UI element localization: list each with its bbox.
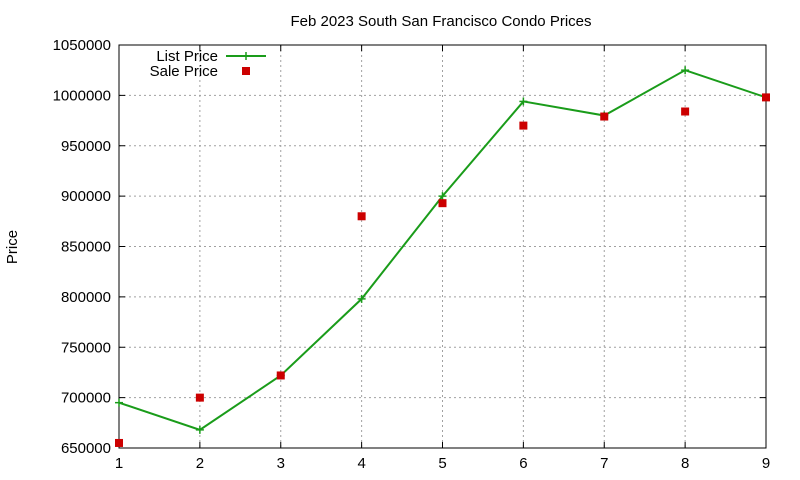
axes: 650000 700000 750000 800000 850000 900000 9500… [53, 37, 771, 472]
list-price-point [681, 66, 690, 75]
y-tick-label: 950000 [61, 138, 111, 155]
y-tick-label: 900000 [61, 188, 111, 205]
list-price-point [438, 192, 447, 201]
legend-label-list-price: List Price [156, 48, 218, 65]
y-tick-label: 1000000 [53, 87, 111, 104]
y-tick-label: 700000 [61, 390, 111, 407]
sale-price-point [762, 93, 770, 102]
x-tick-label: 4 [357, 455, 365, 472]
x-tick-label: 9 [762, 455, 770, 472]
list-price-point [357, 294, 366, 303]
list-price-point [195, 425, 204, 434]
y-tick-label: 850000 [61, 239, 111, 256]
x-tick-label: 8 [681, 455, 689, 472]
legend-label-sale-price: Sale Price [150, 63, 218, 80]
sale-price-point [681, 107, 690, 116]
grid-lines [119, 45, 766, 448]
x-tick-label: 2 [196, 455, 204, 472]
sale-price-point [600, 112, 609, 121]
y-tick-label: 650000 [61, 440, 111, 457]
x-tick-label: 5 [438, 455, 446, 472]
y-tick-label: 750000 [61, 339, 111, 356]
x-tick-label: 6 [519, 455, 527, 472]
list-price-point [115, 398, 123, 407]
y-axis-label: Price [4, 230, 21, 264]
sale-price-point [195, 393, 204, 402]
sale-price-point [357, 212, 366, 221]
list-price-point [519, 97, 528, 106]
sale-price-point [519, 121, 528, 130]
sale-price-point [438, 199, 447, 208]
sale-price-series [115, 93, 770, 447]
plot-frame [118, 44, 767, 449]
y-tick-label: 800000 [61, 289, 111, 306]
sale-price-point [276, 371, 285, 380]
x-tick-label: 3 [277, 455, 285, 472]
data-series [115, 66, 770, 447]
sale-price-point [115, 438, 123, 447]
x-tick-label: 7 [600, 455, 608, 472]
y-tick-label: 1050000 [53, 37, 111, 54]
chart-title: Feb 2023 South San Francisco Condo Price… [290, 13, 591, 30]
x-tick-label: 1 [115, 455, 123, 472]
legend-marker-list-price [242, 52, 250, 60]
legend-marker-sale-price [242, 67, 250, 75]
